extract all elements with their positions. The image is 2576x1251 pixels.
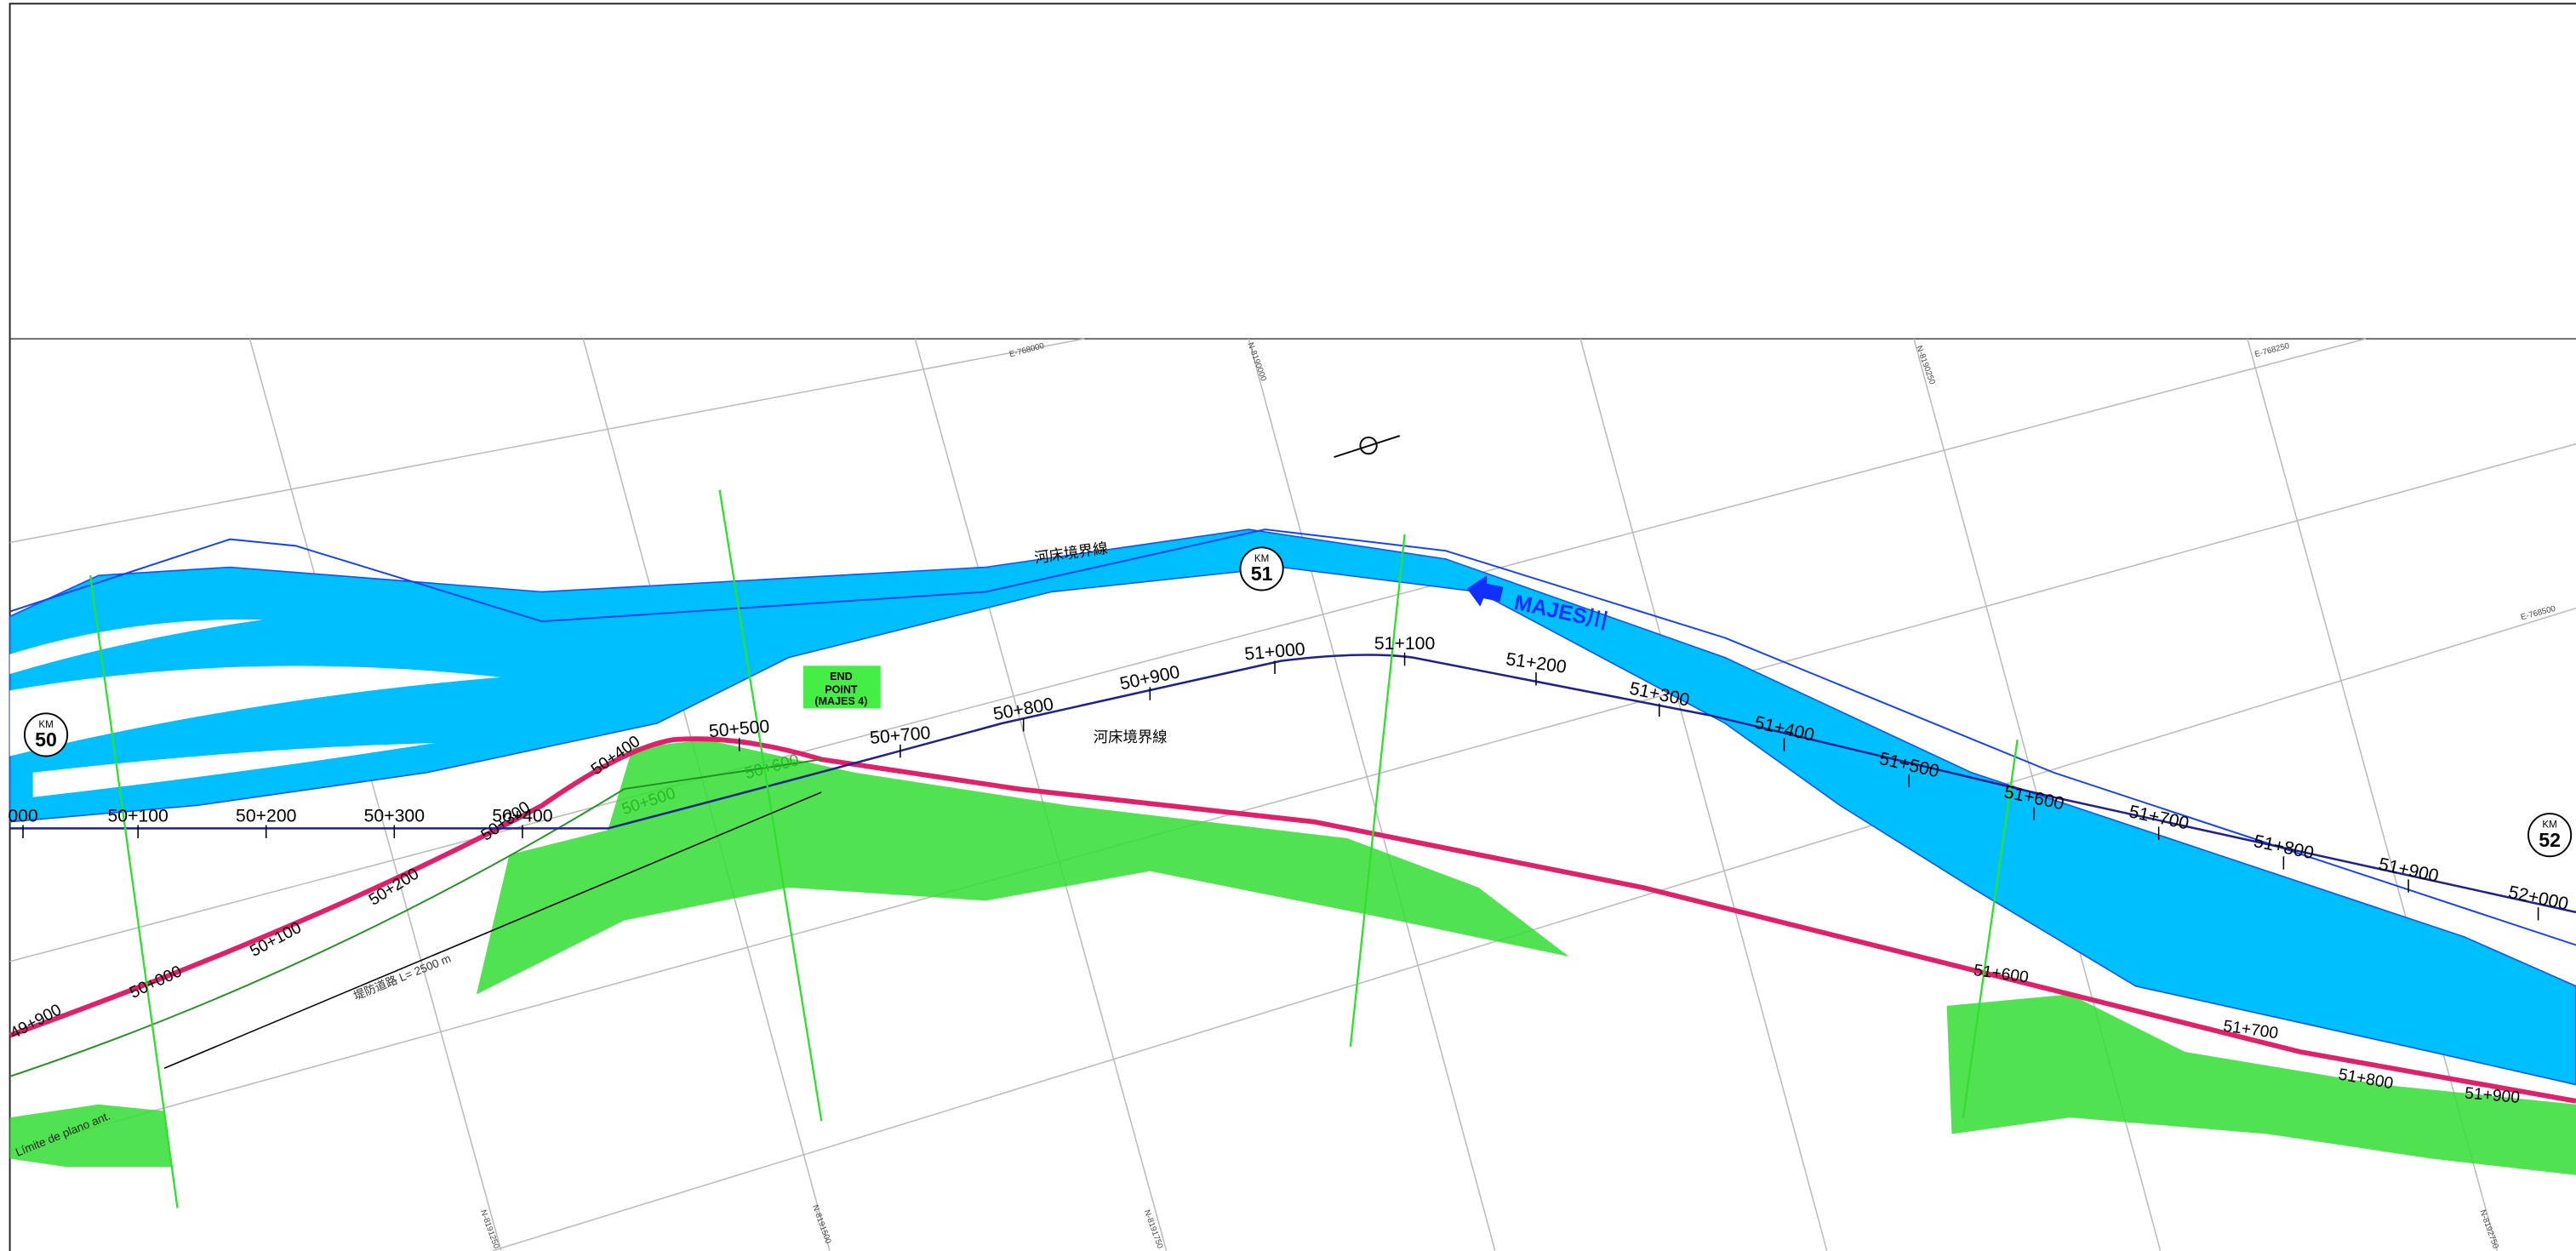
vegetation — [9, 740, 2576, 1175]
north-arrow — [1334, 435, 1401, 459]
lower-chainage-label: 51+600 — [1973, 962, 2030, 987]
chainage-label: 51+000 — [1243, 639, 1305, 664]
grid-label: E-768250 — [2253, 341, 2290, 359]
river-boundary — [9, 528, 2576, 946]
river-islands — [9, 619, 501, 797]
road — [9, 736, 2576, 1104]
grid-label: N-8192750 — [2477, 1208, 2500, 1250]
grid-label: N-8190250 — [1914, 345, 1937, 386]
boundary-label: 河床境界線 — [1094, 728, 1168, 745]
km-marker-number: 50 — [35, 728, 57, 751]
km-marker — [1239, 546, 1284, 591]
km-marker-number: 52 — [2539, 829, 2561, 851]
chainage-label: 000 — [8, 807, 37, 826]
grid-label: N-8190000 — [1245, 341, 1268, 383]
chainage-label: 50+200 — [236, 807, 296, 826]
end-point-label: POINT — [825, 684, 858, 696]
chainage-label: 50+300 — [364, 807, 425, 826]
road-chainage-label: 50+000 — [127, 963, 185, 1002]
section-lines — [89, 489, 2019, 1208]
river-arrow — [1466, 575, 1504, 607]
km-marker — [23, 712, 69, 757]
km-marker-label: KM — [38, 720, 53, 730]
km-marker — [2527, 813, 2573, 858]
end-point-label: END — [830, 671, 852, 683]
end-point-label: (MAJES 4) — [814, 695, 867, 707]
chainage-label: 51+100 — [1374, 634, 1435, 654]
grid-label: N-8191250 — [478, 1208, 501, 1250]
road-chainage-label: 49+900 — [8, 1001, 65, 1042]
chainage-label: 50+500 — [708, 717, 770, 741]
end-point-box — [803, 665, 881, 709]
lower-chainage-label: 51+700 — [2222, 1018, 2279, 1043]
dimension-line — [163, 791, 822, 1069]
road-edge — [9, 758, 822, 1077]
road-chainage-label: 50+100 — [248, 919, 305, 961]
alignment — [9, 654, 2576, 914]
km-marker-label: KM — [1254, 554, 1269, 564]
grid-label: E-768000 — [1008, 341, 1045, 359]
chainage-label: 50+100 — [107, 807, 168, 826]
labels: 河床境界線河床境界線MAJES川KM50KM51KM52ENDPOINT(MAJ… — [8, 341, 2573, 1250]
chainage-label: 50+400 — [492, 807, 552, 826]
grid-label: N-8191500 — [810, 1203, 833, 1245]
dimension-note: 堤防道路 L= 2500 m — [351, 951, 453, 1003]
km-marker-number: 51 — [1251, 563, 1273, 585]
km-marker-label: KM — [2542, 820, 2556, 831]
river — [9, 528, 2576, 1086]
coordinate-grid — [9, 338, 2576, 1251]
